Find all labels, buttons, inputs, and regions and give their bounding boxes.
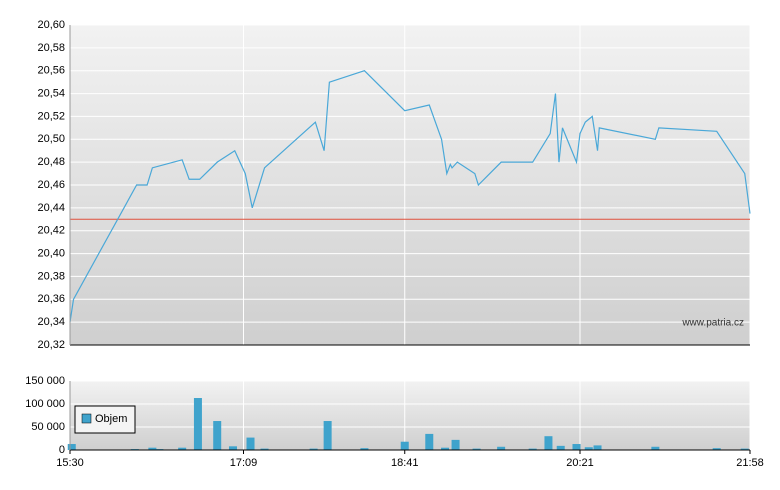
y-tick-label: 20,58	[37, 42, 65, 54]
volume-bar	[193, 398, 202, 450]
volume-bar	[260, 448, 269, 450]
volume-bar	[360, 448, 369, 450]
y-tick-label: 20,44	[37, 202, 65, 214]
volume-panel	[70, 381, 750, 450]
y-tick-label: 20,40	[37, 247, 65, 259]
y-tick-label: 0	[59, 444, 65, 456]
x-tick-label: 18:41	[391, 457, 419, 469]
y-tick-label: 20,38	[37, 270, 65, 282]
legend-label: Objem	[95, 413, 127, 425]
volume-bar	[228, 446, 237, 450]
volume-bar	[425, 433, 434, 450]
watermark: www.patria.cz	[681, 318, 744, 329]
volume-bar	[246, 437, 255, 450]
volume-bar	[556, 445, 565, 450]
volume-bar	[572, 444, 581, 450]
volume-bar	[544, 436, 553, 450]
volume-bar	[178, 447, 187, 450]
volume-bar	[528, 448, 537, 450]
volume-bar	[309, 448, 318, 450]
y-tick-label: 20,34	[37, 316, 65, 328]
x-tick-label: 17:09	[230, 457, 258, 469]
y-tick-label: 150 000	[25, 375, 65, 387]
x-tick-label: 15:30	[56, 457, 84, 469]
x-tick-label: 21:58	[736, 457, 764, 469]
y-tick-label: 20,56	[37, 65, 65, 77]
volume-bar	[651, 446, 660, 450]
volume-bar	[740, 448, 749, 450]
y-tick-label: 20,46	[37, 179, 65, 191]
x-tick-label: 20:21	[566, 457, 594, 469]
y-tick-label: 20,42	[37, 225, 65, 237]
volume-bar	[584, 447, 593, 450]
y-tick-label: 50 000	[31, 421, 65, 433]
volume-bar	[497, 446, 506, 450]
y-tick-label: 20,60	[37, 19, 65, 31]
legend-swatch	[81, 413, 92, 424]
volume-bar	[451, 439, 460, 450]
volume-bar	[712, 448, 721, 450]
volume-bar	[148, 447, 157, 450]
y-tick-label: 100 000	[25, 398, 65, 410]
y-tick-label: 20,54	[37, 87, 65, 99]
price-line	[69, 70, 751, 323]
volume-bar	[67, 444, 76, 450]
volume-bar	[441, 447, 450, 450]
volume-bar	[323, 421, 332, 450]
volume-bar	[400, 441, 409, 450]
volume-bar	[213, 421, 222, 450]
y-tick-label: 20,50	[37, 133, 65, 145]
y-tick-label: 20,48	[37, 156, 65, 168]
y-tick-label: 20,32	[37, 339, 65, 351]
volume-bar	[472, 448, 481, 450]
y-tick-label: 20,52	[37, 110, 65, 122]
volume-bar	[593, 445, 602, 450]
y-tick-label: 20,36	[37, 293, 65, 305]
